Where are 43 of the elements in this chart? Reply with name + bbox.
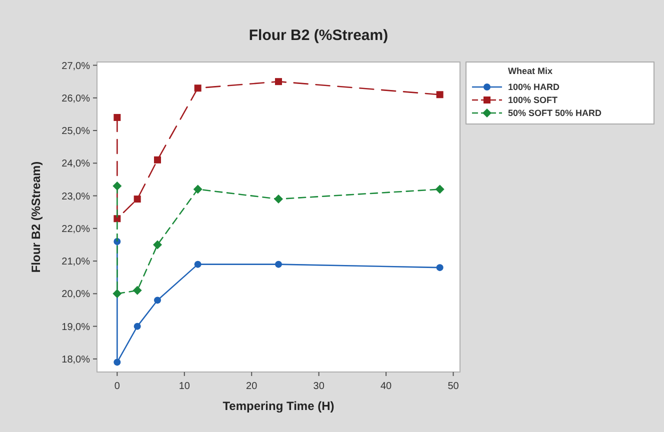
legend-label: 100% SOFT xyxy=(508,95,558,106)
point xyxy=(193,184,202,194)
y-tick-label: 20,0% xyxy=(62,289,90,300)
y-tick-label: 19,0% xyxy=(62,322,90,333)
point xyxy=(154,296,161,304)
legend-label: 50% SOFT 50% HARD xyxy=(508,108,602,118)
point xyxy=(435,184,444,194)
point xyxy=(436,264,444,272)
x-tick-label: 20 xyxy=(246,381,258,392)
point xyxy=(134,322,141,330)
x-axis-title: Tempering Time (H) xyxy=(222,399,334,413)
point xyxy=(114,114,121,121)
point xyxy=(114,215,121,222)
point xyxy=(274,194,283,204)
x-tick-label: 40 xyxy=(380,381,392,392)
point xyxy=(153,240,162,250)
y-tick-label: 26,0% xyxy=(62,93,90,104)
y-axis-title: Flour B2 (%Stream) xyxy=(29,161,43,273)
x-tick-label: 50 xyxy=(448,381,460,392)
y-tick-label: 25,0% xyxy=(62,126,90,138)
point xyxy=(194,84,202,92)
x-tick-label: 30 xyxy=(313,381,325,392)
point xyxy=(436,91,444,98)
y-tick-label: 22,0% xyxy=(62,224,90,235)
point xyxy=(194,260,202,268)
point xyxy=(114,358,121,366)
legend-label: 100% HARD xyxy=(508,82,560,92)
point xyxy=(112,182,122,190)
x-tick-label: 0 xyxy=(114,381,120,392)
point xyxy=(275,78,282,86)
point xyxy=(275,260,282,268)
y-tick-label: 24,0% xyxy=(62,158,90,170)
point xyxy=(154,156,161,164)
legend-title: Wheat Mix xyxy=(508,66,553,76)
y-tick-label: 27,0% xyxy=(62,60,90,72)
point xyxy=(134,196,141,203)
point xyxy=(112,289,122,298)
point xyxy=(132,286,142,295)
chart-title: Flour B2 (%Stream) xyxy=(248,27,388,44)
y-tick-label: 23,0% xyxy=(62,191,90,202)
y-tick-label: 18,0% xyxy=(62,354,90,366)
x-tick-label: 10 xyxy=(178,381,190,392)
y-tick-label: 21,0% xyxy=(62,256,90,268)
